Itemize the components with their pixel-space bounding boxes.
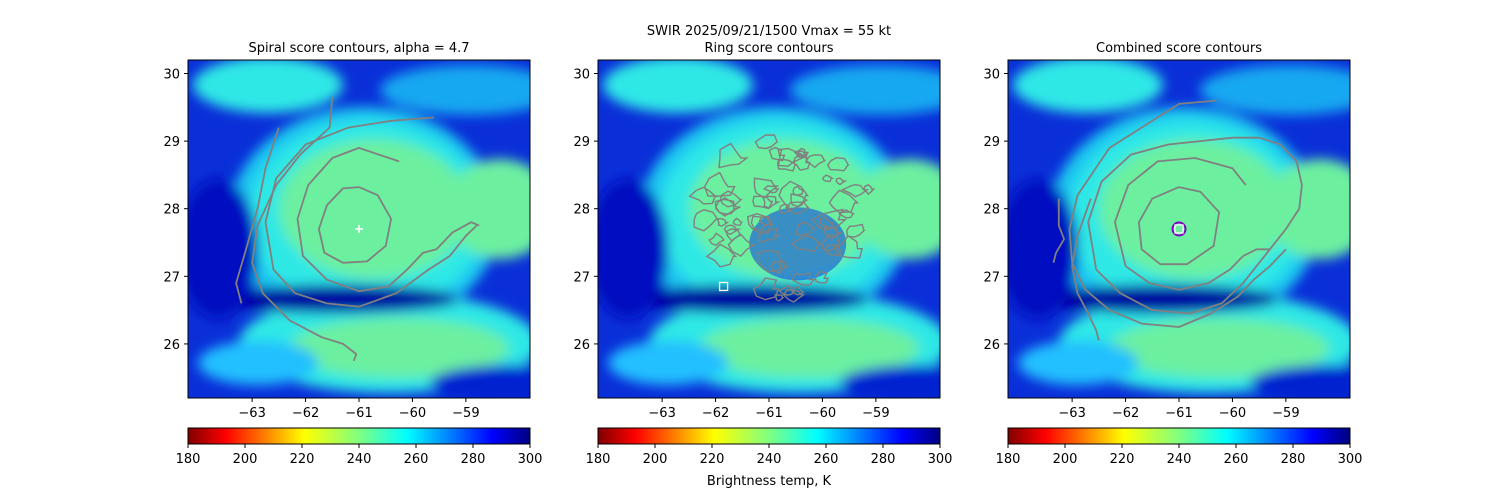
panel-2: Ring score contours −63 −62 −61 −60 −59 26 27 28… xyxy=(573,41,953,467)
colorbar: 180 200 220 240 260 280 300 xyxy=(586,427,953,467)
y-tick-label: 27 xyxy=(163,270,180,285)
colorbar-tick-label: 180 xyxy=(176,452,201,467)
brightness-temp-image xyxy=(188,60,530,398)
score-contour xyxy=(264,116,478,308)
score-contour xyxy=(1071,198,1100,341)
x-tick-label: −62 xyxy=(1112,406,1139,421)
colorbar-label: Brightness temp, K xyxy=(707,474,832,489)
y-tick-label: 28 xyxy=(983,203,1000,218)
x-tick-label: −62 xyxy=(292,406,319,421)
score-contour xyxy=(317,186,393,264)
panel-title: Spiral score contours, alpha = 4.7 xyxy=(248,41,469,56)
center-circle-marker xyxy=(1171,221,1187,237)
y-tick-label: 29 xyxy=(983,135,1000,150)
colorbar-tick-label: 220 xyxy=(1110,452,1135,467)
center-plus-marker xyxy=(355,225,363,233)
panel-title: Ring score contours xyxy=(704,41,833,56)
colorbar-tick-label: 240 xyxy=(757,452,782,467)
colorbar-tick-label: 260 xyxy=(814,452,839,467)
x-tick-label: −59 xyxy=(862,406,889,421)
y-tick-label: 28 xyxy=(573,203,590,218)
x-tick-label: −63 xyxy=(238,406,265,421)
y-tick-label: 30 xyxy=(983,68,1000,83)
panel-title: Combined score contours xyxy=(1096,41,1262,56)
colorbar-tick-label: 260 xyxy=(1224,452,1249,467)
colorbar-tick-label: 260 xyxy=(404,452,429,467)
score-contour xyxy=(1052,198,1065,264)
x-tick-label: −63 xyxy=(1058,406,1085,421)
colorbar-tick-label: 240 xyxy=(347,452,372,467)
colorbar-tick-label: 280 xyxy=(1281,452,1306,467)
x-tick-label: −59 xyxy=(452,406,479,421)
y-tick-label: 30 xyxy=(573,68,590,83)
ring-score-contours xyxy=(688,134,876,303)
colorbar-tick-label: 300 xyxy=(518,452,543,467)
score-contour xyxy=(1087,136,1303,315)
figure-suptitle: SWIR 2025/09/21/1500 Vmax = 55 kt xyxy=(647,24,891,39)
colorbar: 180 200 220 240 260 280 300 xyxy=(176,427,543,467)
panel-3: Combined score contours −63 −62 −61 −60 −59 26… xyxy=(983,41,1363,467)
x-tick-label: −60 xyxy=(1219,406,1246,421)
score-contour xyxy=(1068,99,1287,328)
y-tick-label: 27 xyxy=(573,270,590,285)
colorbar-tick-label: 220 xyxy=(290,452,315,467)
colorbar-tick-label: 300 xyxy=(928,452,953,467)
colorbar-tick-label: 200 xyxy=(643,452,668,467)
score-contour xyxy=(1114,157,1270,291)
x-tick-label: −61 xyxy=(755,406,782,421)
colorbar-tick-label: 200 xyxy=(233,452,258,467)
x-tick-label: −59 xyxy=(1272,406,1299,421)
x-tick-label: −60 xyxy=(399,406,426,421)
score-contour xyxy=(235,127,280,304)
center-square-marker xyxy=(1174,224,1184,234)
y-tick-label: 26 xyxy=(163,338,180,353)
y-tick-label: 27 xyxy=(983,270,1000,285)
y-tick-label: 29 xyxy=(573,135,590,150)
y-tick-label: 30 xyxy=(163,68,180,83)
x-tick-label: −61 xyxy=(1165,406,1192,421)
panel-1: Spiral score contours, alpha = 4.7 −63 −62… xyxy=(163,41,543,467)
y-tick-label: 29 xyxy=(163,135,180,150)
score-contour xyxy=(296,146,480,293)
x-tick-label: −63 xyxy=(648,406,675,421)
colorbar-tick-label: 240 xyxy=(1167,452,1192,467)
colorbar-tick-label: 200 xyxy=(1053,452,1078,467)
center-square-marker xyxy=(718,281,729,292)
y-tick-label: 28 xyxy=(163,203,180,218)
colorbar-tick-label: 280 xyxy=(461,452,486,467)
colorbar-tick-label: 180 xyxy=(996,452,1021,467)
score-contour xyxy=(1138,186,1220,266)
score-contour xyxy=(251,97,358,362)
brightness-temp-image xyxy=(598,60,940,398)
y-tick-label: 26 xyxy=(573,338,590,353)
y-tick-label: 26 xyxy=(983,338,1000,353)
colorbar-tick-label: 280 xyxy=(871,452,896,467)
x-tick-label: −60 xyxy=(809,406,836,421)
x-tick-label: −62 xyxy=(702,406,729,421)
x-tick-label: −61 xyxy=(345,406,372,421)
colorbar-tick-label: 300 xyxy=(1338,452,1363,467)
colorbar-tick-label: 180 xyxy=(586,452,611,467)
colorbar: 180 200 220 240 260 280 300 xyxy=(996,427,1363,467)
brightness-temp-image xyxy=(1008,60,1350,398)
colorbar-tick-label: 220 xyxy=(700,452,725,467)
